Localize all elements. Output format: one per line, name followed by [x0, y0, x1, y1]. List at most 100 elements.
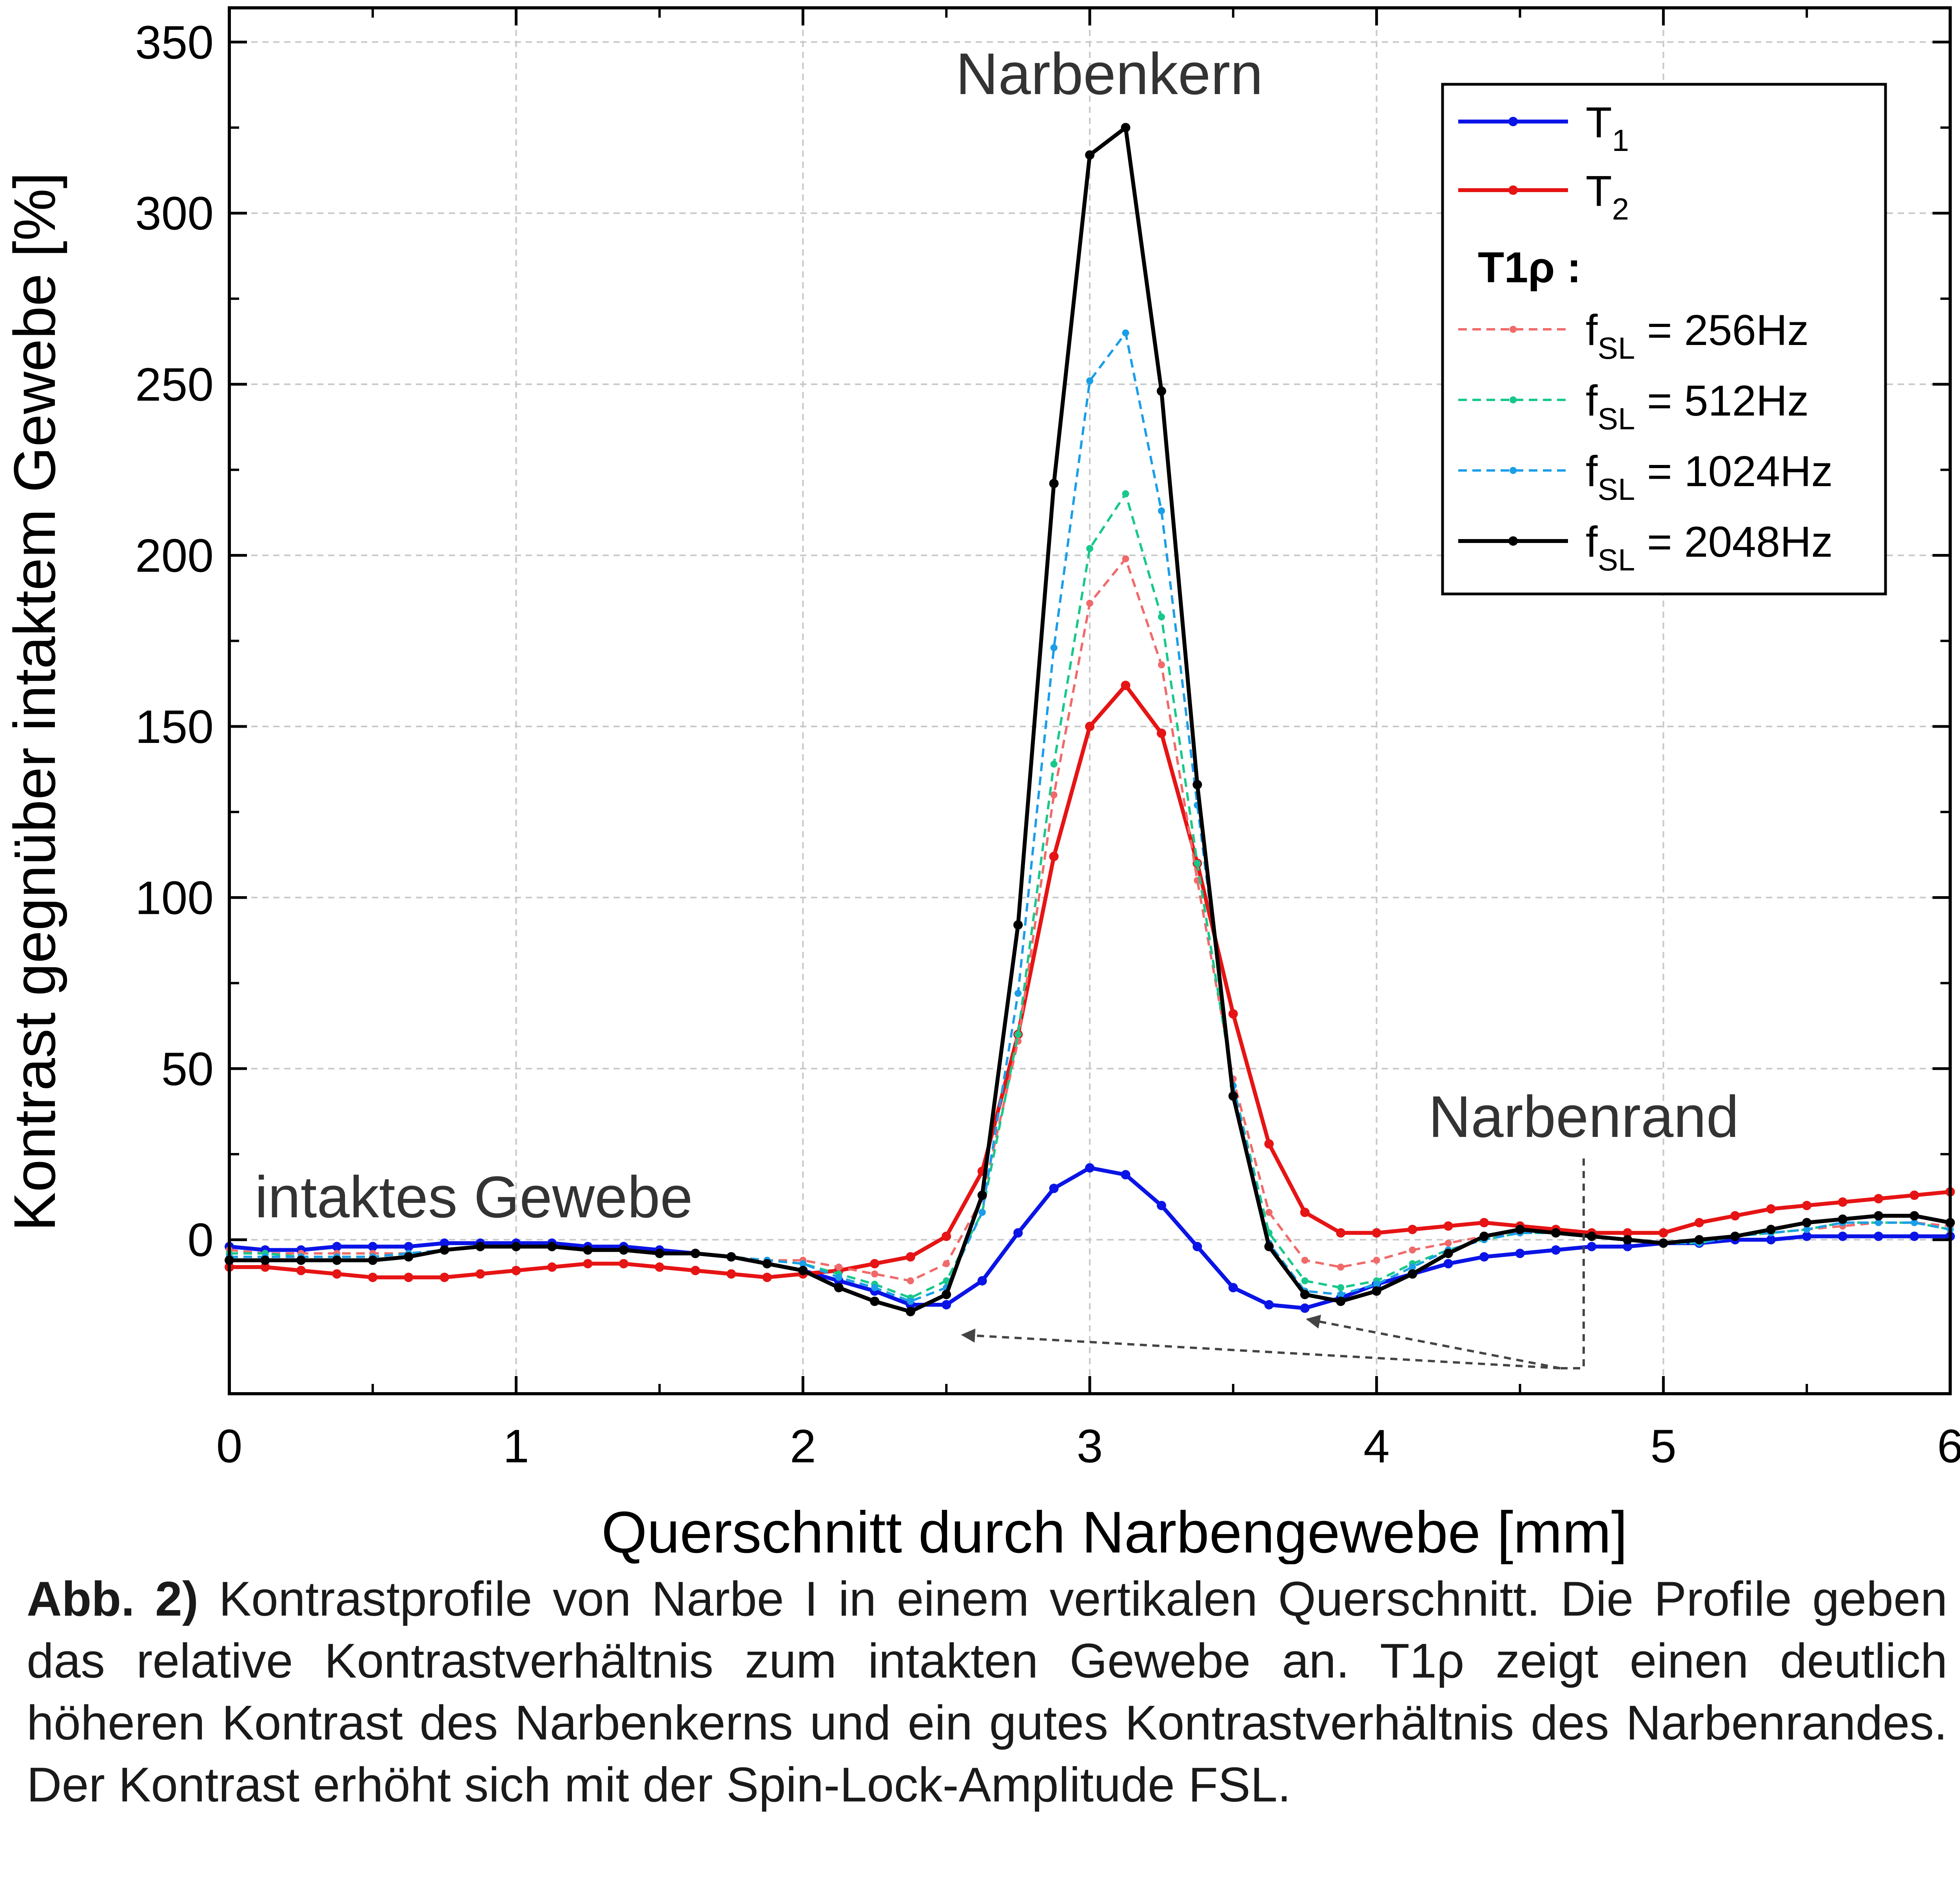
data-point — [942, 1300, 951, 1310]
data-point — [1085, 1163, 1094, 1173]
data-point — [1228, 1283, 1238, 1293]
y-tick-label: 50 — [162, 1043, 214, 1095]
data-point — [1122, 329, 1129, 337]
data-point — [619, 1259, 629, 1269]
data-point — [404, 1252, 414, 1262]
data-point — [726, 1252, 736, 1262]
data-point — [1050, 644, 1058, 652]
legend-item-3: fSL = 512Hz — [1458, 377, 1809, 436]
data-point — [475, 1242, 485, 1251]
data-point — [1622, 1235, 1632, 1245]
data-point — [1014, 1031, 1022, 1038]
legend-marker — [1508, 536, 1518, 546]
data-point — [1264, 1300, 1274, 1310]
data-point — [1337, 1284, 1345, 1291]
data-point — [439, 1238, 449, 1248]
data-point — [1874, 1194, 1884, 1204]
data-point — [1911, 1219, 1918, 1226]
data-point — [1875, 1219, 1882, 1226]
data-point — [1014, 990, 1022, 997]
data-point — [835, 1274, 842, 1281]
legend-marker — [1510, 326, 1517, 333]
data-point — [1194, 860, 1201, 867]
legend-item-1: T2 — [1458, 167, 1629, 226]
y-tick-label: 250 — [135, 358, 214, 411]
data-point — [1013, 920, 1023, 930]
arrow-to-right-edge — [1306, 1315, 1561, 1369]
data-point — [1049, 1184, 1059, 1193]
data-point — [1445, 1239, 1452, 1247]
data-point — [475, 1269, 485, 1279]
data-point — [1336, 1296, 1346, 1306]
data-point — [619, 1245, 629, 1255]
data-point — [260, 1255, 270, 1265]
data-point — [1587, 1231, 1597, 1241]
data-point — [1622, 1228, 1632, 1238]
legend-marker — [1508, 117, 1518, 126]
data-point — [1372, 1228, 1381, 1238]
data-point — [1730, 1231, 1740, 1241]
legend-marker — [1508, 185, 1518, 195]
data-point — [439, 1273, 449, 1282]
data-point — [511, 1242, 521, 1251]
data-point — [1479, 1252, 1489, 1262]
legend-box — [1441, 83, 1887, 596]
data-point — [1766, 1204, 1776, 1214]
data-point — [1264, 1242, 1274, 1251]
data-point — [943, 1277, 950, 1284]
data-point — [1409, 1264, 1416, 1271]
data-point — [1121, 681, 1131, 690]
data-point — [1228, 1091, 1238, 1101]
data-point — [547, 1242, 557, 1251]
data-point — [1264, 1139, 1274, 1149]
figure-caption: Abb. 2) Kontrastprofile von Narbe I in e… — [27, 1568, 1947, 1816]
legend-label: T2 — [1586, 167, 1629, 226]
data-point — [1551, 1228, 1561, 1238]
data-point — [1803, 1226, 1811, 1233]
data-point — [583, 1259, 593, 1269]
data-point — [368, 1273, 377, 1282]
data-point — [368, 1242, 377, 1251]
data-point — [1838, 1231, 1847, 1241]
data-point — [1694, 1235, 1704, 1245]
data-point — [655, 1262, 664, 1272]
data-point — [404, 1242, 414, 1251]
data-point — [1479, 1218, 1489, 1227]
data-point — [296, 1266, 306, 1275]
data-point — [1156, 1200, 1166, 1210]
legend-label: fSL = 1024Hz — [1586, 447, 1833, 507]
data-point — [547, 1262, 557, 1272]
y-tick-label: 350 — [135, 16, 214, 69]
legend-marker — [1510, 467, 1517, 474]
caption-label: Abb. 2) — [27, 1572, 198, 1626]
data-point — [1158, 507, 1165, 515]
data-point — [583, 1245, 593, 1255]
data-point — [1874, 1231, 1884, 1241]
x-tick-label: 4 — [1363, 1420, 1390, 1473]
data-point — [690, 1266, 700, 1275]
data-point — [1409, 1246, 1416, 1254]
data-point — [1551, 1245, 1561, 1255]
data-point — [1158, 661, 1165, 668]
data-point — [1443, 1249, 1453, 1258]
data-point — [332, 1242, 342, 1251]
data-point — [1766, 1235, 1776, 1245]
data-point — [1373, 1256, 1380, 1264]
data-point — [1337, 1291, 1345, 1298]
data-point — [439, 1245, 449, 1255]
data-point — [835, 1264, 842, 1271]
data-point — [1659, 1228, 1668, 1238]
data-point — [1337, 1264, 1345, 1271]
annotation-narbenkern: Narbenkern — [956, 41, 1263, 107]
data-point — [1301, 1256, 1308, 1264]
data-point — [404, 1273, 414, 1282]
axes — [228, 6, 1952, 1395]
legend-group-title: T1ρ : — [1478, 243, 1581, 292]
x-tick-label: 1 — [503, 1420, 529, 1473]
data-point — [906, 1252, 915, 1262]
data-point — [762, 1259, 772, 1269]
data-point — [1838, 1197, 1847, 1207]
data-point — [907, 1298, 914, 1305]
data-point — [1874, 1211, 1884, 1221]
x-tick-label: 2 — [790, 1420, 816, 1473]
